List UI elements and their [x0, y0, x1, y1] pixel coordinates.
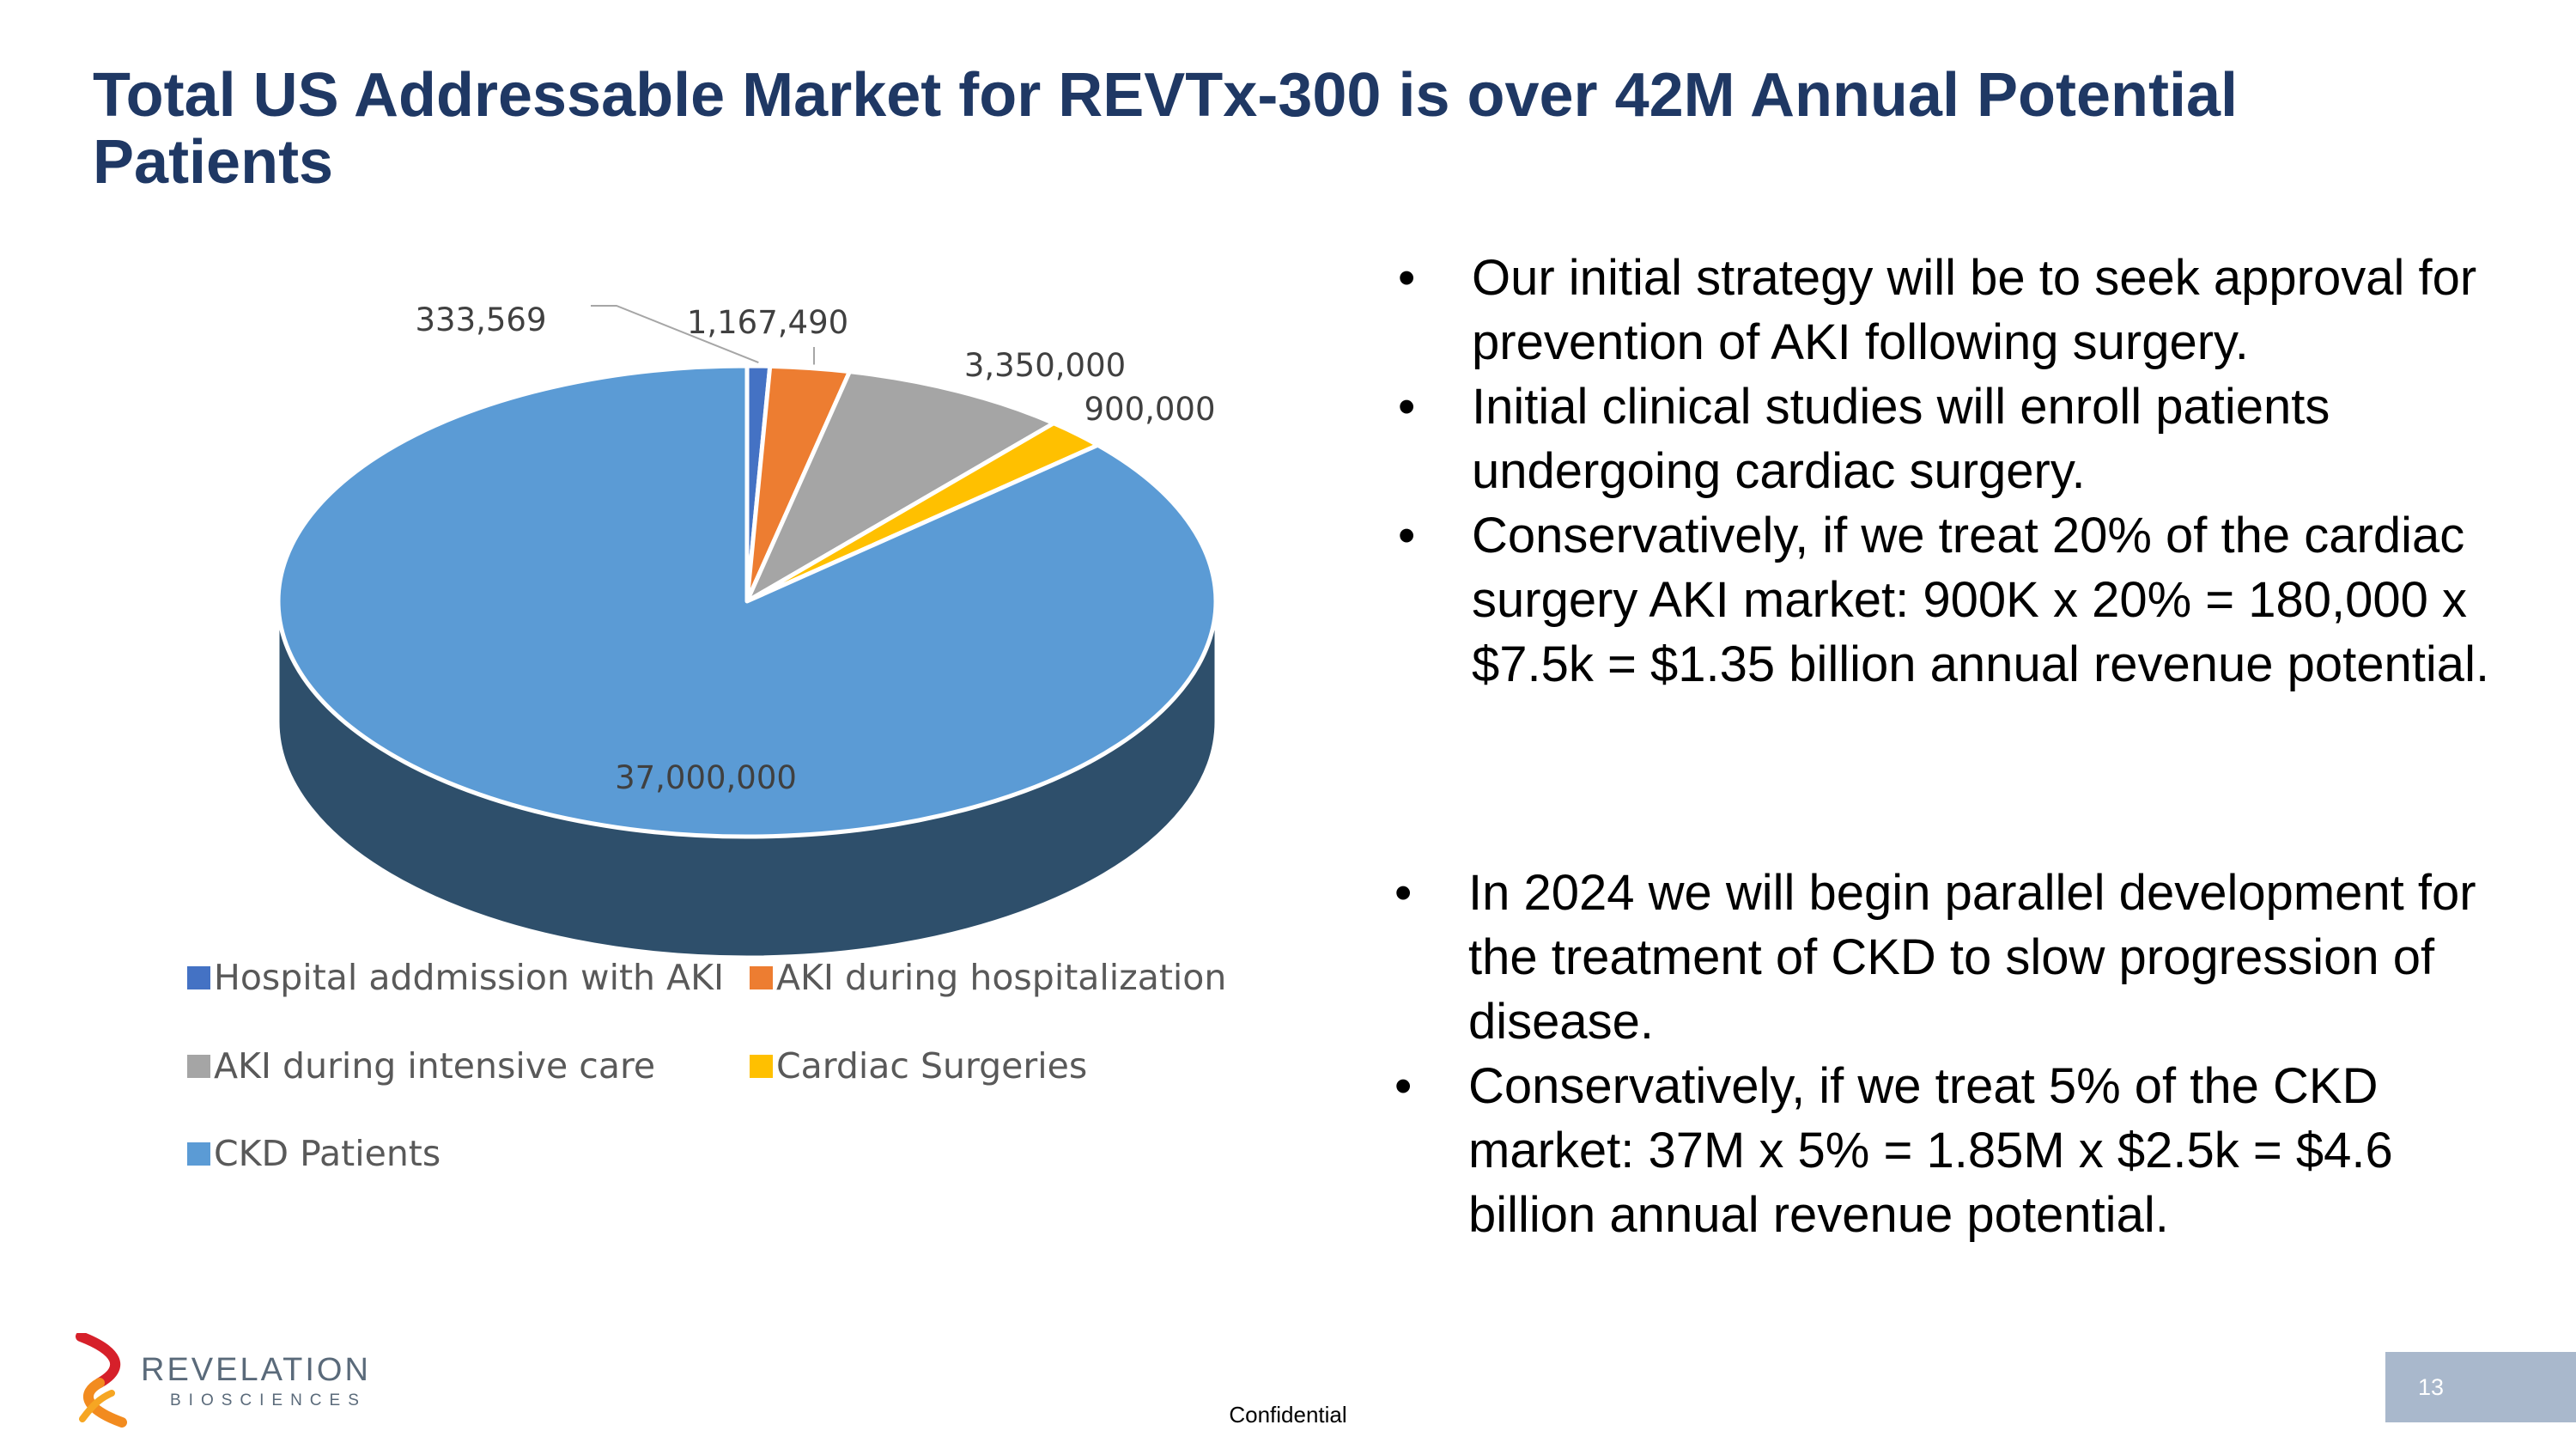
pie-leader-lines	[591, 305, 815, 365]
legend-label: AKI during intensive care	[214, 1045, 656, 1087]
legend-swatch	[750, 965, 773, 989]
pie-slice-ckd-patients	[276, 363, 1218, 839]
logo-subtitle: BIOSCIENCES	[170, 1391, 367, 1409]
slide-title: Total US Addressable Market for REVTx-30…	[93, 61, 2238, 197]
bullet-item: Conservatively, if we treat 20% of the c…	[1398, 503, 2514, 697]
data-label-ckd-patients: 37,000,000	[615, 759, 797, 796]
bullet-list-strategy: Our initial strategy will be to seek app…	[1398, 246, 2514, 697]
bullet-item: Conservatively, if we treat 5% of the CK…	[1394, 1054, 2511, 1247]
legend-label: CKD Patients	[214, 1133, 441, 1174]
pie-slice-aki-intensive-care	[744, 369, 1056, 604]
bullet-list-ckd: In 2024 we will begin parallel developme…	[1394, 861, 2511, 1247]
data-label-aki-intensive-care: 3,350,000	[964, 347, 1126, 384]
revelation-logo-icon	[76, 1333, 127, 1428]
data-label-aki-hospitalization: 1,167,490	[687, 304, 848, 341]
data-label-hospital-admission: 333,569	[415, 301, 546, 338]
legend-label: Cardiac Surgeries	[776, 1045, 1088, 1087]
legend-swatch	[187, 1142, 210, 1166]
logo-name: REVELATION	[141, 1352, 371, 1388]
legend-swatch	[750, 1054, 773, 1078]
legend-item-ckd-patients: CKD Patients	[187, 1128, 440, 1179]
legend-swatch	[187, 1054, 210, 1078]
page-number: 13	[2385, 1352, 2576, 1422]
pie-slices	[276, 363, 1218, 839]
legend-item-cardiac-surgeries: Cardiac Surgeries	[750, 1040, 1087, 1092]
bullet-item: Our initial strategy will be to seek app…	[1398, 246, 2514, 374]
legend-item-hospital-admission: Hospital addmission with AKI	[187, 952, 724, 1003]
legend-label: AKI during hospitalization	[776, 957, 1227, 998]
bullet-item: Initial clinical studies will enroll pat…	[1398, 374, 2514, 503]
leader-line-hospital-admission	[591, 305, 759, 364]
data-label-cardiac-surgeries: 900,000	[1084, 391, 1215, 428]
legend-item-aki-intensive-care: AKI during intensive care	[187, 1040, 655, 1092]
pie-data-labels: 333,569 1,167,490 3,350,000 900,000 37,000,0…	[415, 301, 1215, 796]
pie-chart: 333,569 1,167,490 3,350,000 900,000 37,000,0…	[276, 301, 1218, 959]
confidential-label: Confidential	[1229, 1402, 1347, 1428]
legend-swatch	[187, 965, 210, 989]
legend-label: Hospital addmission with AKI	[214, 957, 725, 998]
bullet-item: In 2024 we will begin parallel developme…	[1394, 861, 2511, 1054]
legend-item-aki-hospitalization: AKI during hospitalization	[750, 952, 1226, 1003]
